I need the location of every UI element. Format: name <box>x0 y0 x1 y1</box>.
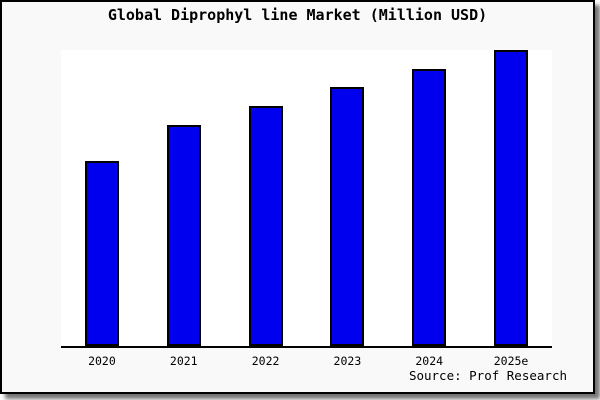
x-tick-label-2020: 2020 <box>88 354 116 368</box>
x-tick-label-2025e: 2025e <box>493 354 529 368</box>
bar-2025e <box>494 50 529 346</box>
bars-container <box>61 50 552 346</box>
chart-window: Global Diprophyl line Market (Million US… <box>0 0 595 394</box>
bar-slot-2020 <box>61 50 143 346</box>
bar-slot-2023 <box>306 50 388 346</box>
bar-2021 <box>166 124 201 346</box>
bar-slot-2025e <box>470 50 552 346</box>
x-tick-label-2024: 2024 <box>415 354 444 368</box>
bar-2020 <box>84 160 119 346</box>
bar-2023 <box>330 86 365 346</box>
bar-slot-2024 <box>388 50 470 346</box>
source-text: Source: Prof Research <box>408 368 567 383</box>
bar-2022 <box>248 105 283 346</box>
bar-slot-2022 <box>225 50 307 346</box>
chart-title: Global Diprophyl line Market (Million US… <box>107 6 488 24</box>
x-tick-label-2021: 2021 <box>169 354 198 368</box>
bar-2024 <box>412 68 447 346</box>
x-axis-tick-labels: 2020 2021 2022 2023 2024 2025e <box>61 354 552 368</box>
plot-area <box>61 50 552 348</box>
x-tick-label-2023: 2023 <box>333 354 362 368</box>
x-tick-label-2022: 2022 <box>251 354 280 368</box>
bar-slot-2021 <box>143 50 225 346</box>
